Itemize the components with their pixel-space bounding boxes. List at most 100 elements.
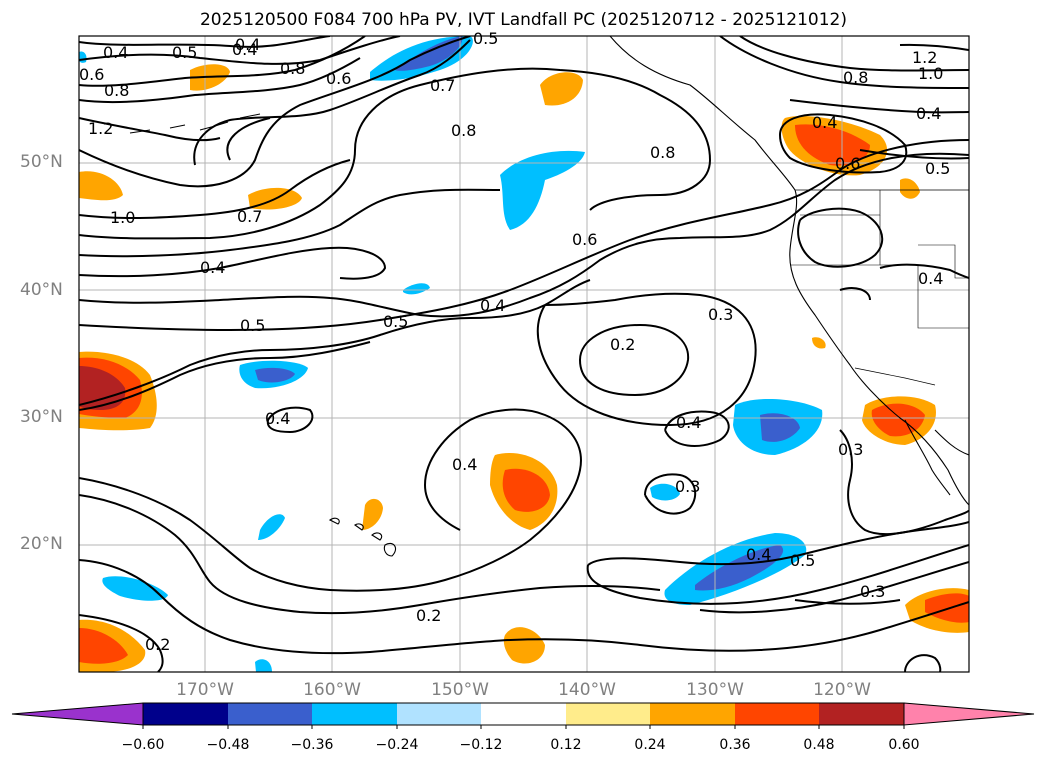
island: [383, 542, 396, 557]
colorbar-segment: [566, 703, 650, 725]
anomaly-negative: [102, 576, 168, 601]
anomaly-negative: [79, 51, 87, 63]
contour-label: 0.6: [79, 65, 104, 84]
contour-label: 0.4: [812, 113, 837, 132]
lon-label: 160°W: [303, 680, 361, 700]
lon-label: 170°W: [176, 680, 234, 700]
colorbar-tick-label: 0.12: [550, 737, 582, 753]
colorbar-segment: [481, 703, 566, 725]
contour-label: 0.8: [104, 81, 129, 100]
colorbar-tick-label: 0.36: [719, 737, 751, 753]
contour-label: 1.2: [88, 119, 113, 138]
contour-label: 0.2: [610, 335, 635, 354]
shaded-anomalies: [79, 36, 969, 672]
anomaly-negative: [258, 514, 285, 540]
anomaly-negative: [695, 545, 784, 591]
contour-label: 0.4: [452, 455, 477, 474]
contour-label: 0.8: [280, 59, 305, 78]
state-border: [790, 215, 881, 266]
contour-label: 0.4: [676, 413, 701, 432]
contour-label: 1.0: [110, 208, 135, 227]
baja-coastline: [904, 419, 951, 496]
contour-label: 0.5: [473, 29, 498, 48]
pv-contours: [79, 36, 969, 672]
contour-label: 0.2: [145, 635, 170, 654]
colorbar-tick-label: 0.48: [803, 737, 835, 753]
anomaly-negative: [403, 283, 430, 295]
colorbar-tick-label: −0.48: [206, 737, 250, 753]
anomaly-negative: [255, 367, 295, 383]
contour-label: 1.2: [912, 48, 937, 67]
lat-label: 50°N: [20, 152, 63, 172]
contour-label: 0.2: [416, 606, 441, 625]
colorbar: [11, 702, 1035, 729]
contour-label: 0.5: [925, 159, 950, 178]
colorbar-tick-label: −0.12: [459, 737, 503, 753]
anomaly-positive: [79, 366, 126, 410]
anomaly-positive: [540, 72, 583, 106]
lon-label: 120°W: [813, 680, 871, 700]
lat-label: 20°N: [20, 534, 63, 554]
island: [328, 517, 340, 525]
lon-label: 150°W: [431, 680, 489, 700]
contour-label: 0.7: [430, 76, 455, 95]
gulf-coastline: [934, 429, 969, 456]
contour-label: 0.4: [235, 35, 260, 54]
state-border: [800, 190, 881, 216]
contour-label: 0.8: [650, 143, 675, 162]
anomaly-negative: [650, 483, 680, 501]
map-frame: [78, 35, 970, 673]
gridlines: [79, 36, 969, 672]
island: [353, 523, 364, 531]
colorbar-segment: [312, 703, 397, 725]
anomaly-positive: [900, 178, 920, 199]
contour-label: 0.3: [708, 305, 733, 324]
colorbar-tick-label: −0.60: [121, 737, 165, 753]
lon-label: 130°W: [686, 680, 744, 700]
north-america-coastline: [609, 36, 969, 506]
anomaly-positive: [812, 337, 826, 349]
contour-labels: 0.4 0.5 0.4 0.5 0.8 0.6 0.7 0.8 0.8 1.2 …: [79, 29, 950, 654]
contour-label: 0.5: [172, 43, 197, 62]
contour-label: 0.6: [835, 154, 860, 173]
contour-label: 0.6: [326, 69, 351, 88]
anomaly-positive: [871, 403, 925, 437]
anomaly-negative: [760, 413, 800, 442]
contour-label: 0.8: [843, 68, 868, 87]
map-title: 2025120500 F084 700 hPa PV, IVT Landfall…: [199, 10, 847, 30]
anomaly-positive: [362, 498, 383, 530]
colorbar-segment: [735, 703, 819, 725]
colorbar-extend-low: [11, 702, 144, 726]
contour-label: 0.6: [572, 230, 597, 249]
lon-label: 140°W: [558, 680, 616, 700]
contour-label: 0.3: [860, 582, 885, 601]
colorbar-segment: [650, 703, 735, 725]
contour-label: 0.3: [675, 477, 700, 496]
colorbar-tick-label: 0.24: [634, 737, 666, 753]
us-mexico-border: [854, 367, 936, 386]
contour-label: 0.5: [790, 551, 815, 570]
contour-label: 0.4: [103, 43, 128, 62]
anomaly-negative: [255, 659, 272, 672]
anomaly-positive: [79, 628, 128, 664]
contour-label: 0.4: [265, 409, 290, 428]
colorbar-extend-high: [903, 702, 1035, 726]
contour-label: 0.4: [232, 40, 257, 59]
anomaly-positive: [795, 124, 870, 166]
colorbar-tick-label: 0.60: [888, 737, 920, 753]
lat-label: 30°N: [20, 407, 63, 427]
contour-label: 1.0: [918, 64, 943, 83]
anomaly-positive: [79, 171, 123, 201]
contour-label: 0.7: [237, 207, 262, 226]
island: [371, 532, 383, 541]
colorbar-segment: [397, 703, 481, 725]
colorbar-tick-label: −0.24: [375, 737, 419, 753]
contour-label: 0.5: [383, 312, 408, 331]
colorbar-segment: [819, 703, 904, 725]
contour-label: 0.4: [916, 104, 941, 123]
contour-label: 0.8: [451, 121, 476, 140]
anomaly-negative: [500, 150, 585, 230]
anomaly-positive: [503, 627, 545, 664]
contour-label: 0.4: [918, 269, 943, 288]
